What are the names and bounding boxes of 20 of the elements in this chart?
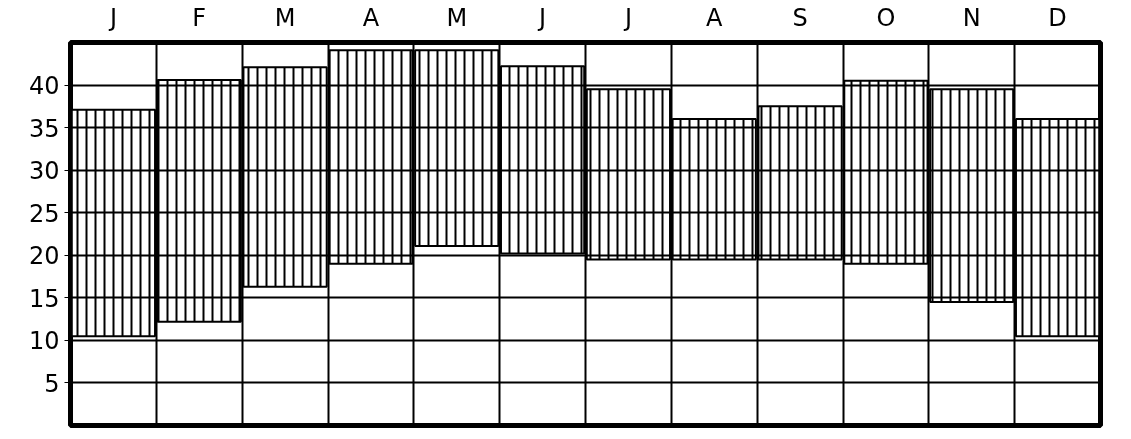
x-tick-label: J xyxy=(622,3,632,32)
y-tick-label: 40 xyxy=(28,72,60,101)
x-tick-label: F xyxy=(192,3,207,32)
y-tick-label: 10 xyxy=(28,327,60,356)
x-tick-label: D xyxy=(1048,3,1067,32)
x-tick-label: J xyxy=(537,3,547,32)
y-tick-label: 5 xyxy=(44,369,60,398)
y-tick-label: 25 xyxy=(28,199,60,228)
y-tick-label: 20 xyxy=(28,242,60,271)
y-tick-label: 30 xyxy=(28,157,60,186)
x-tick-label: J xyxy=(107,3,117,32)
x-tick-label: M xyxy=(274,3,296,32)
y-tick-label: 35 xyxy=(28,114,60,143)
x-tick-label: M xyxy=(446,3,468,32)
x-tick-label: O xyxy=(876,3,896,32)
x-tick-label: A xyxy=(706,3,724,32)
x-tick-label: A xyxy=(362,3,380,32)
x-tick-label: S xyxy=(792,3,808,32)
y-tick-label: 15 xyxy=(28,284,60,313)
x-tick-label: N xyxy=(962,3,981,32)
